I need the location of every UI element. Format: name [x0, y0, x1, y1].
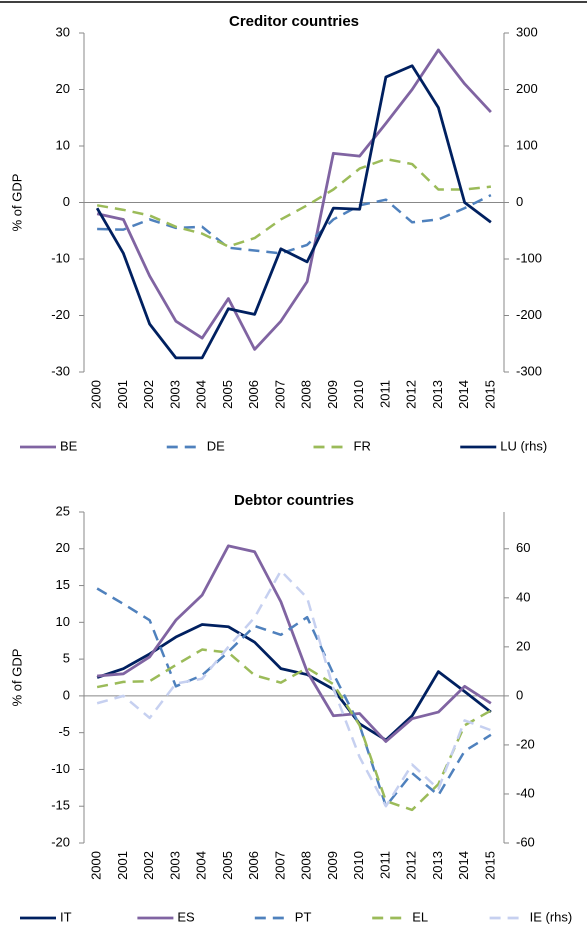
- y2-tick-label: -60: [516, 834, 535, 849]
- legend-label: DE: [207, 438, 225, 453]
- legend-label: FR: [354, 438, 371, 453]
- x-tick-label: 2002: [141, 380, 156, 409]
- y-tick-label: -30: [51, 363, 70, 378]
- y-tick-label: 10: [56, 137, 70, 152]
- y-tick-label: 15: [56, 577, 70, 592]
- y2-tick-label: -100: [516, 250, 542, 265]
- y-tick-label: 25: [56, 503, 70, 518]
- x-tick-label: 2013: [430, 380, 445, 409]
- x-tick-label: 2011: [377, 380, 392, 408]
- x-tick-label: 2015: [482, 380, 497, 409]
- series-line: [97, 194, 492, 255]
- y-tick-label: 0: [63, 194, 70, 209]
- x-tick-label: 2000: [89, 851, 104, 880]
- series-line: [96, 48, 492, 351]
- y2-tick-label: -200: [516, 307, 542, 322]
- legend-label: IE (rhs): [530, 909, 573, 924]
- x-tick-label: 2001: [115, 851, 130, 880]
- series-line: [96, 569, 492, 808]
- y2-tick-label: 0: [516, 194, 523, 209]
- y-axis-label: % of GDP: [9, 649, 24, 707]
- y-tick-label: 10: [56, 614, 70, 629]
- x-tick-label: 2008: [299, 851, 314, 880]
- x-tick-label: 2004: [194, 851, 209, 880]
- x-tick-label: 2013: [430, 851, 445, 880]
- y-tick-label: -20: [51, 834, 70, 849]
- x-tick-label: 2014: [456, 851, 471, 880]
- legend-label: BE: [60, 438, 78, 453]
- x-tick-label: 2011: [377, 851, 392, 879]
- x-tick-label: 2009: [325, 380, 340, 409]
- x-tick-label: 2005: [220, 380, 235, 409]
- x-tick-label: 2012: [404, 380, 419, 409]
- chart-title: Creditor countries: [229, 13, 359, 30]
- y-tick-label: 5: [63, 651, 70, 666]
- x-tick-label: 2012: [404, 851, 419, 880]
- series-line: [96, 623, 492, 742]
- y2-tick-label: -300: [516, 363, 542, 378]
- y-tick-label: -5: [58, 724, 70, 739]
- series-line: [96, 157, 492, 248]
- y-tick-label: -10: [51, 761, 70, 776]
- y2-tick-label: 200: [516, 81, 538, 96]
- x-tick-label: 2010: [351, 380, 366, 409]
- x-tick-label: 2000: [89, 380, 104, 409]
- y-tick-label: 0: [63, 687, 70, 702]
- x-tick-label: 2014: [456, 380, 471, 409]
- x-tick-label: 2007: [272, 380, 287, 409]
- legend-label: EL: [412, 909, 428, 924]
- legend-label: ES: [177, 909, 195, 924]
- y2-tick-label: 300: [516, 24, 538, 39]
- y-tick-label: 30: [56, 24, 70, 39]
- y-axis-label: % of GDP: [9, 174, 24, 232]
- legend-label: IT: [60, 909, 72, 924]
- x-tick-label: 2015: [482, 851, 497, 880]
- y2-tick-label: 60: [516, 540, 530, 555]
- series-line: [96, 587, 492, 808]
- y-tick-label: 20: [56, 81, 70, 96]
- x-tick-label: 2007: [272, 851, 287, 880]
- y-tick-label: 20: [56, 540, 70, 555]
- chart-title: Debtor countries: [234, 492, 354, 509]
- y2-tick-label: 100: [516, 137, 538, 152]
- x-tick-label: 2009: [325, 851, 340, 880]
- x-tick-label: 2008: [299, 380, 314, 409]
- x-tick-label: 2003: [167, 380, 182, 409]
- y-tick-label: -20: [51, 307, 70, 322]
- y2-tick-label: 20: [516, 638, 530, 653]
- y-tick-label: -10: [51, 250, 70, 265]
- x-tick-label: 2005: [220, 851, 235, 880]
- series-line: [97, 544, 492, 743]
- x-tick-label: 2006: [246, 380, 261, 409]
- legend-label: PT: [295, 909, 312, 924]
- y-tick-label: -15: [51, 798, 70, 813]
- y2-tick-label: -40: [516, 785, 535, 800]
- x-tick-label: 2001: [115, 380, 130, 409]
- y2-tick-label: -20: [516, 736, 535, 751]
- legend-label: LU (rhs): [500, 438, 547, 453]
- x-tick-label: 2010: [351, 851, 366, 880]
- series-line: [96, 648, 492, 812]
- y2-tick-label: 0: [516, 687, 523, 702]
- y2-tick-label: 40: [516, 589, 530, 604]
- x-tick-label: 2004: [194, 380, 209, 409]
- x-tick-label: 2002: [141, 851, 156, 880]
- x-tick-label: 2003: [167, 851, 182, 880]
- series-line: [95, 64, 492, 360]
- x-tick-label: 2006: [246, 851, 261, 880]
